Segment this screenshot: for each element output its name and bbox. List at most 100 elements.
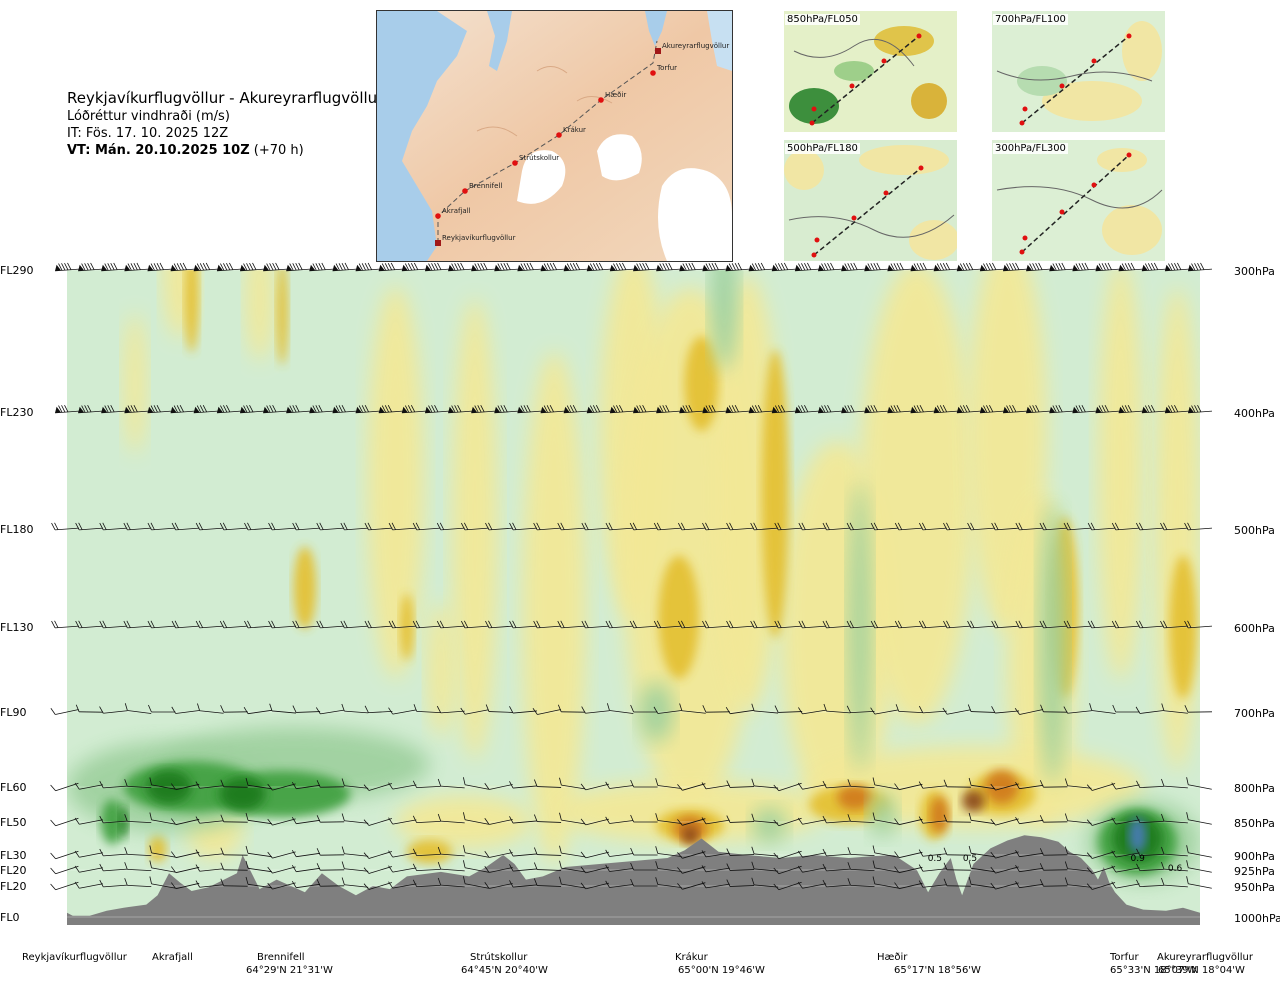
wind-barb-feather xyxy=(247,620,252,628)
wind-barb-feather xyxy=(149,777,152,786)
wind-barb-feather xyxy=(78,522,83,530)
wind-barb-staff xyxy=(103,785,128,789)
wind-barb-feather xyxy=(1012,262,1017,271)
wind-barb xyxy=(412,522,441,531)
wind-barb-feather xyxy=(412,863,417,871)
wind-barb-feather xyxy=(532,708,538,715)
wind-barb-feather xyxy=(737,262,742,270)
wind-barb-staff xyxy=(368,866,392,874)
wind-barb xyxy=(149,812,176,825)
wind-barb-feather xyxy=(170,783,177,790)
wind-barb-pennant xyxy=(1026,264,1033,271)
wind-barb-staff xyxy=(392,867,417,873)
wind-barb-feather xyxy=(680,522,686,530)
wind-barb xyxy=(751,846,779,857)
wind-barb-feather xyxy=(1174,262,1179,271)
wind-barb-feather xyxy=(774,705,779,713)
wind-barb-staff xyxy=(1188,883,1212,889)
map-300hpa[interactable]: 300hPa/FL300 xyxy=(992,140,1165,261)
wind-barb-feather xyxy=(295,620,300,628)
wind-barb-feather xyxy=(267,866,273,874)
wind-barb xyxy=(267,882,296,890)
wind-barb-feather xyxy=(196,405,202,413)
wind-barb-staff xyxy=(416,868,441,872)
wind-barb-pennant xyxy=(656,264,663,271)
map-500hpa[interactable]: 500hPa/FL180 xyxy=(784,140,957,261)
wind-barb xyxy=(50,782,79,792)
wind-barb xyxy=(388,850,417,858)
wind-barb xyxy=(484,882,513,889)
wind-barb-feather xyxy=(341,846,345,854)
wind-barb xyxy=(1039,848,1068,856)
wind-barb xyxy=(605,522,634,531)
wind-barb-feather xyxy=(149,845,152,854)
wind-barb-staff xyxy=(657,853,682,857)
wind-barb-feather xyxy=(410,404,416,413)
wind-barb-feather xyxy=(500,263,505,271)
wind-barb-feather xyxy=(363,867,370,874)
map-waypoint-label: Reykjavíkurflugvöllur xyxy=(442,234,516,242)
wind-barb-pennant xyxy=(101,406,108,413)
wind-barb-feather xyxy=(1191,263,1196,271)
wind-barb-feather xyxy=(575,262,581,270)
wind-barb-feather xyxy=(1111,782,1117,790)
map-700hpa[interactable]: 700hPa/FL100 xyxy=(992,11,1165,132)
wind-barb xyxy=(341,778,369,789)
wind-barb-feather xyxy=(1171,263,1176,271)
wind-barb xyxy=(655,778,682,789)
flight-level-label: FL30 xyxy=(0,849,26,862)
wind-barb xyxy=(656,404,681,414)
wind-barb xyxy=(1184,620,1212,629)
wind-barb xyxy=(1188,404,1212,414)
wind-barb-staff xyxy=(1115,819,1140,825)
map-850hpa[interactable]: 850hPa/FL050 xyxy=(784,11,957,132)
wind-barb xyxy=(1135,522,1164,531)
wind-barb-feather xyxy=(195,781,201,789)
wind-barb-staff xyxy=(513,868,537,872)
wind-barb-staff xyxy=(561,819,586,825)
wind-barb xyxy=(170,262,195,272)
wind-barb-staff xyxy=(898,866,923,874)
wind-barb xyxy=(818,262,842,272)
wind-barb xyxy=(245,876,272,889)
wind-barb xyxy=(894,882,923,890)
wind-barb-feather xyxy=(1055,263,1060,271)
wind-barb-feather xyxy=(437,262,442,270)
wind-barb xyxy=(291,781,321,790)
wind-barb-feather xyxy=(533,522,538,531)
wind-barb xyxy=(1015,620,1044,629)
wind-barb-feather xyxy=(436,705,442,714)
wind-barb xyxy=(629,620,658,629)
wind-barb-feather xyxy=(431,405,436,413)
wind-barb-staff xyxy=(513,853,537,857)
wind-barb-feather xyxy=(335,263,340,271)
wind-barb xyxy=(484,783,513,790)
pressure-level-label: 300hPa xyxy=(1234,265,1275,278)
wind-barb-feather xyxy=(316,620,321,629)
wind-barb-feather xyxy=(1136,863,1141,871)
wind-barb xyxy=(847,878,875,888)
wind-barb xyxy=(633,404,658,414)
wind-barb-staff xyxy=(585,818,610,826)
wind-barb xyxy=(195,816,224,824)
wind-barb-feather xyxy=(872,876,876,885)
wind-barb-feather xyxy=(1174,404,1179,413)
wind-barb xyxy=(918,781,947,789)
wind-barb-pennant xyxy=(147,406,154,413)
wind-barb xyxy=(968,845,995,858)
wind-barb xyxy=(291,880,321,889)
wind-barb xyxy=(677,851,706,859)
map-waypoint-marker xyxy=(435,213,441,219)
wind-barb-staff xyxy=(55,527,79,531)
wind-barb-staff xyxy=(850,884,875,888)
wind-barb xyxy=(388,522,417,531)
wind-barb-feather xyxy=(1032,405,1037,413)
wind-barb-feather xyxy=(291,864,297,872)
wind-barb xyxy=(655,861,682,872)
wind-barb xyxy=(822,879,851,888)
wind-barb xyxy=(485,620,513,629)
wind-barb xyxy=(991,620,1020,629)
field-patch-up_2 xyxy=(761,349,789,638)
wind-barb-feather xyxy=(1087,522,1092,531)
field-patch-up_1 xyxy=(427,601,455,738)
